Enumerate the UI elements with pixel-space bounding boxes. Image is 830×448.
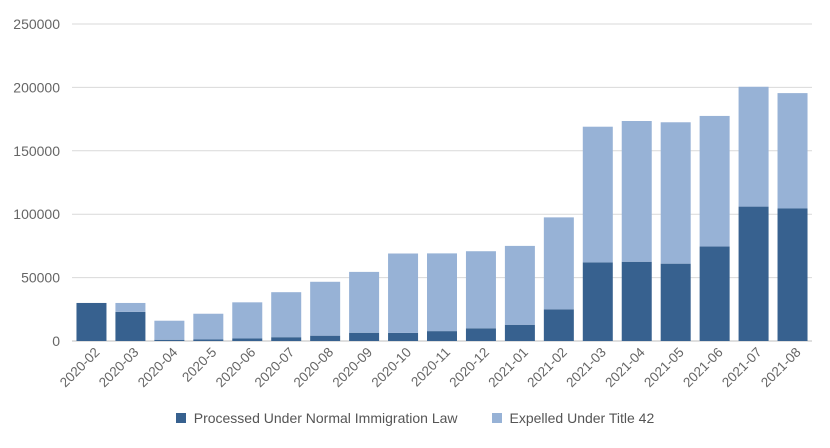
x-tick-label: 2021-07	[719, 345, 765, 391]
bar-expelled	[699, 115, 730, 247]
bar-processed	[427, 331, 457, 341]
x-tick-label: 2021-05	[641, 345, 687, 391]
bar-processed	[621, 261, 652, 341]
bar-expelled	[465, 251, 496, 329]
x-tick-label: 2021-08	[758, 345, 804, 391]
y-tick-label: 250000	[13, 16, 60, 32]
bar-expelled	[427, 253, 457, 332]
bar-processed	[543, 309, 574, 341]
bar-expelled	[271, 292, 302, 338]
legend-swatch-expelled	[491, 413, 502, 423]
bar-processed	[699, 246, 730, 341]
bar-processed	[660, 263, 691, 341]
x-axis-ticks: 2020-022020-032020-042020-52020-062020-0…	[57, 344, 804, 390]
legend-label-processed: Processed Under Normal Immigration Law	[193, 410, 458, 426]
x-tick-label: 2021-04	[602, 344, 648, 390]
legend-swatch-processed	[175, 413, 186, 423]
bar-expelled	[504, 245, 535, 325]
y-tick-label: 0	[52, 333, 60, 349]
x-tick-label: 2020-11	[408, 345, 453, 390]
y-tick-label: 100000	[13, 206, 60, 222]
bar-processed	[232, 338, 263, 341]
x-tick-label: 2021-01	[485, 345, 531, 391]
bar-processed	[582, 262, 613, 341]
x-tick-label: 2020-04	[135, 344, 181, 390]
x-tick-label: 2021-03	[563, 345, 609, 391]
bar-expelled	[660, 122, 691, 264]
legend-item-expelled: Expelled Under Title 42	[491, 410, 655, 426]
bar-processed	[777, 208, 808, 341]
bar-processed	[310, 335, 341, 341]
bar-processed	[388, 332, 419, 341]
legend-label-expelled: Expelled Under Title 42	[509, 410, 655, 426]
bar-processed	[504, 324, 535, 341]
bar-expelled	[349, 271, 380, 333]
bar-processed	[738, 206, 769, 341]
x-tick-label: 2020-02	[57, 345, 103, 391]
x-tick-label: 2020-08	[291, 345, 337, 391]
y-tick-label: 200000	[13, 79, 60, 95]
bar-processed	[115, 311, 146, 341]
bar-expelled	[543, 217, 574, 310]
bar-processed	[271, 337, 302, 341]
x-tick-label: 2020-09	[330, 345, 376, 391]
bar-expelled	[582, 126, 613, 263]
bar-processed	[193, 339, 224, 341]
x-tick-label: 2020-06	[213, 345, 259, 391]
bar-expelled	[777, 93, 808, 209]
bar-processed	[465, 328, 496, 341]
bar-processed	[349, 332, 380, 341]
y-axis-ticks: 0 50000 100000 150000 200000 250000	[13, 16, 60, 349]
x-tick-label: 2020-10	[369, 345, 415, 391]
x-tick-label: 2020-12	[446, 345, 492, 391]
y-tick-label: 50000	[21, 270, 60, 286]
bar-expelled	[232, 302, 263, 339]
y-tick-label: 150000	[13, 143, 60, 159]
x-tick-label: 2020-07	[252, 345, 298, 391]
bar-expelled	[738, 86, 769, 207]
bar-expelled	[154, 320, 185, 340]
x-tick-label: 2021-06	[680, 345, 726, 391]
legend-item-processed: Processed Under Normal Immigration Law	[175, 410, 458, 426]
bars	[76, 86, 808, 341]
legend: Processed Under Normal Immigration Law E…	[0, 410, 830, 426]
bar-expelled	[310, 281, 341, 336]
bar-processed	[154, 339, 185, 341]
x-tick-label: 2020-03	[96, 345, 142, 391]
bar-expelled	[193, 313, 224, 340]
bar-processed	[76, 302, 107, 341]
bar-expelled	[388, 253, 419, 333]
bar-expelled	[621, 121, 652, 262]
x-tick-label: 2021-02	[524, 345, 570, 391]
bar-expelled	[115, 302, 146, 312]
